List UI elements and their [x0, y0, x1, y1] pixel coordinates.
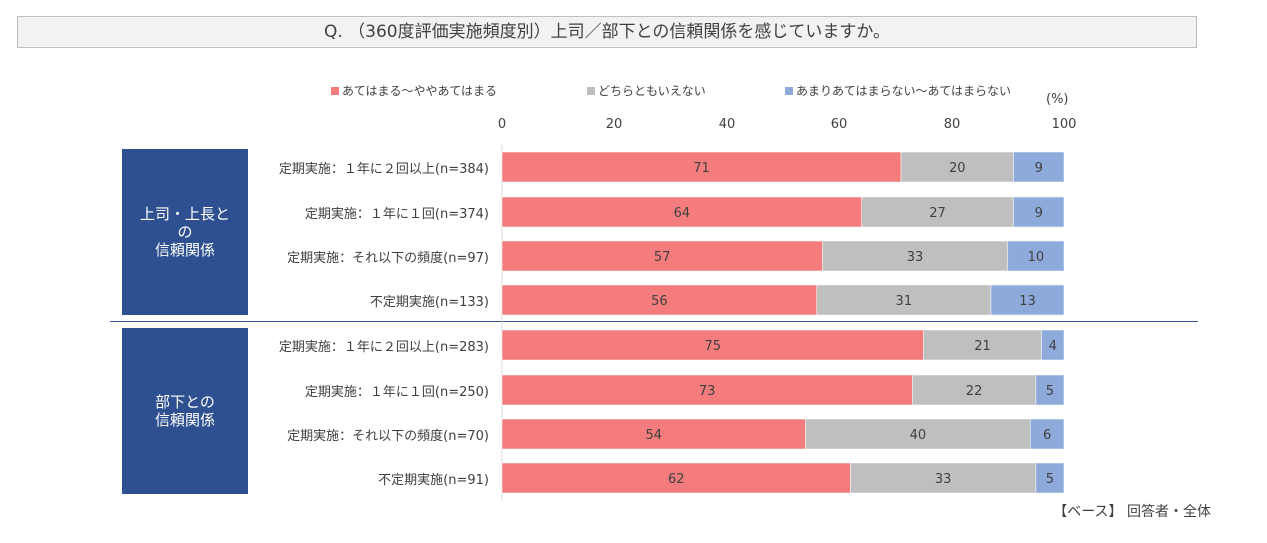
data-label: 62 [668, 472, 685, 487]
bar-segment [1013, 151, 1065, 183]
data-label: 4 [1049, 339, 1057, 354]
bar-segment [923, 329, 1042, 361]
x-tick-label: 100 [1051, 117, 1077, 132]
group-label-boss: 上司・上長と の 信頼関係 [122, 149, 248, 315]
data-label: 6 [1043, 428, 1051, 443]
data-label: 73 [699, 384, 716, 399]
bar-segment [861, 196, 1014, 228]
data-label: 57 [654, 250, 671, 265]
base-note: 【ベース】 回答者・全体 [1053, 504, 1211, 520]
bar-segment [822, 240, 1009, 272]
data-label: 9 [1035, 161, 1043, 176]
bar-segment [501, 374, 913, 406]
bar-segment [501, 462, 851, 494]
bar-segment [990, 284, 1065, 316]
legend-swatch-agree [331, 87, 339, 95]
group-label-subordinate: 部下との 信頼関係 [122, 328, 248, 494]
bar-segment [501, 196, 862, 228]
row-label: 定期実施：１年に２回以上(n=384) [278, 162, 489, 177]
data-label: 54 [645, 428, 662, 443]
row-label: 定期実施：１年に２回以上(n=283) [278, 340, 489, 355]
question-title: Q. （360度評価実施頻度別）上司／部下との信頼関係を感じていますか。 [17, 16, 1197, 48]
data-label: 56 [651, 294, 668, 309]
bar-segment [912, 374, 1037, 406]
legend-item-neutral: どちらともいえない [587, 82, 706, 99]
data-label: 75 [704, 339, 721, 354]
data-label: 9 [1035, 206, 1043, 221]
bar-segment [805, 418, 1031, 450]
data-label: 27 [929, 206, 946, 221]
data-label: 33 [935, 472, 952, 487]
row-label: 定期実施：それ以下の頻度(n=97) [287, 251, 489, 266]
legend-swatch-disagree [785, 87, 793, 95]
row-label: 不定期実施(n=133) [369, 295, 489, 310]
bar-segment [1035, 374, 1065, 406]
data-label: 20 [949, 161, 966, 176]
data-label: 5 [1046, 384, 1054, 399]
x-tick-label: 60 [830, 117, 848, 132]
x-tick-label: 80 [943, 117, 961, 132]
bar-segment [1030, 418, 1065, 450]
legend-label-neutral: どちらともいえない [598, 84, 706, 98]
row-label: 定期実施：それ以下の頻度(n=70) [287, 429, 489, 444]
bar-segment [816, 284, 992, 316]
bar-segment [1035, 462, 1065, 494]
bar-segment [501, 240, 823, 272]
legend-label-agree: あてはまる～ややあてはまる [342, 84, 498, 98]
data-label: 5 [1046, 472, 1054, 487]
legend-label-disagree: あまりあてはまらない～あてはまらない [796, 84, 1012, 98]
bar-segment [1007, 240, 1065, 272]
data-label: 21 [974, 339, 991, 354]
unit-label: (%) [1046, 92, 1069, 107]
x-tick-label: 20 [605, 117, 623, 132]
group-separator [110, 321, 1198, 322]
data-label: 13 [1019, 294, 1036, 309]
bar-segment [850, 462, 1037, 494]
legend-item-disagree: あまりあてはまらない～あてはまらない [785, 82, 1011, 99]
row-label: 不定期実施(n=91) [378, 473, 489, 488]
data-label: 64 [674, 206, 691, 221]
bar-segment [501, 329, 924, 361]
bar-segment [900, 151, 1014, 183]
x-tick-label: 0 [497, 117, 507, 132]
data-label: 22 [966, 384, 983, 399]
data-label: 10 [1028, 250, 1045, 265]
row-label: 定期実施：１年に１回(n=250) [304, 385, 489, 400]
row-label: 定期実施：１年に１回(n=374) [304, 207, 489, 222]
legend-swatch-neutral [587, 87, 595, 95]
data-label: 71 [693, 161, 710, 176]
data-label: 33 [907, 250, 924, 265]
data-label: 40 [910, 428, 927, 443]
bar-segment [501, 284, 817, 316]
bar-segment [501, 151, 902, 183]
bar-segment [1041, 329, 1065, 361]
x-tick-label: 40 [718, 117, 736, 132]
bar-segment [1013, 196, 1065, 228]
legend-item-agree: あてはまる～ややあてはまる [331, 82, 497, 99]
data-label: 31 [896, 294, 913, 309]
